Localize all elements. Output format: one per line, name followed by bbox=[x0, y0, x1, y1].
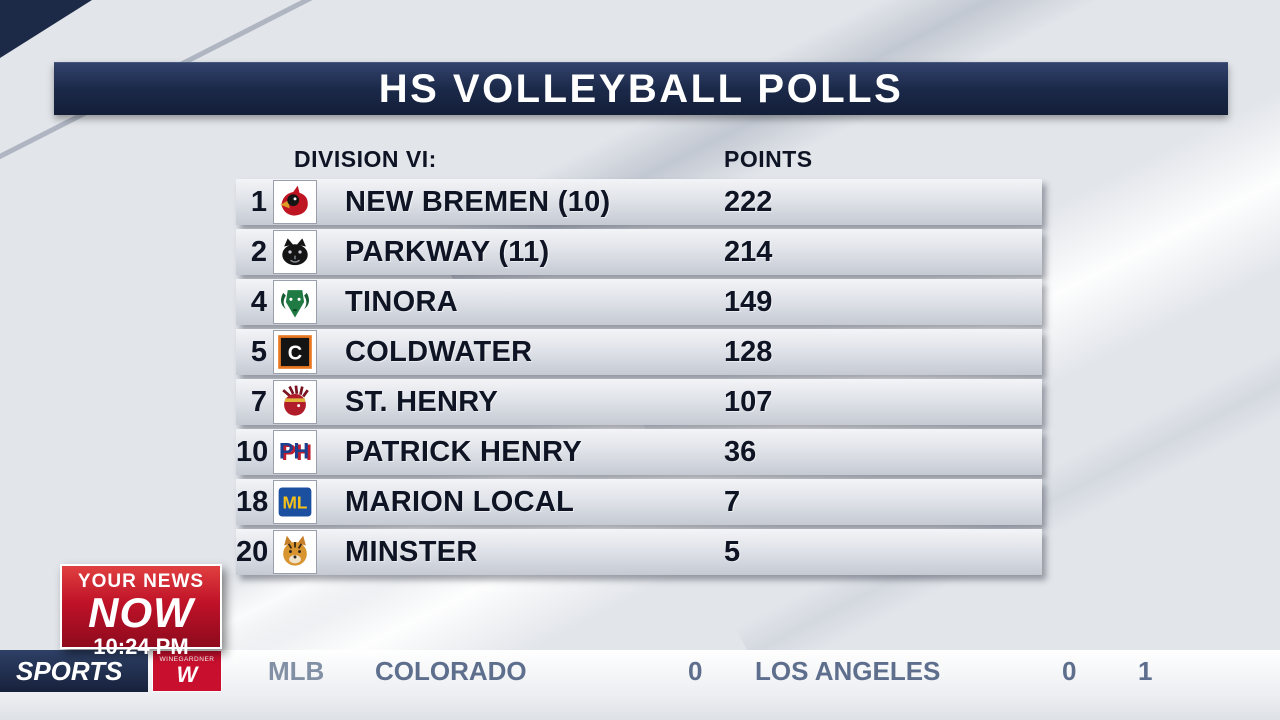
title-banner: HS VOLLEYBALL POLLS bbox=[54, 62, 1228, 115]
points-header: POINTS bbox=[724, 146, 813, 172]
points-value: 107 bbox=[724, 386, 773, 418]
cardinal-icon bbox=[273, 180, 317, 224]
ticker-league: MLB bbox=[268, 656, 325, 686]
team-name: NEW BREMEN (10) bbox=[345, 186, 611, 218]
points-value: 7 bbox=[724, 486, 741, 518]
table-row: 5 C COLDWATER 128 bbox=[236, 329, 1042, 375]
table-row: 7 ST. HENRY 107 bbox=[236, 379, 1042, 425]
page-title: HS VOLLEYBALL POLLS bbox=[378, 66, 904, 111]
rank-number: 2 bbox=[250, 236, 267, 268]
points-value: 128 bbox=[724, 336, 773, 368]
ticker-home-score: 0 bbox=[1062, 656, 1077, 686]
table-row: 20 MINSTER 5 bbox=[236, 529, 1042, 575]
poll-table: 1 NEW BREMEN (10) 222 2 bbox=[236, 179, 1042, 579]
ticker-inning: 1 bbox=[1138, 656, 1153, 686]
chief-icon bbox=[273, 380, 317, 424]
table-row: 2 PARKWAY (11) 214 bbox=[236, 229, 1042, 275]
rank-number: 18 bbox=[236, 486, 269, 518]
team-name: ST. HENRY bbox=[345, 386, 499, 418]
ticker-away-team: COLORADO bbox=[375, 656, 527, 686]
division-header: DIVISION VI: bbox=[294, 146, 437, 172]
table-row: 10 PH PH PATRICK HENRY 36 bbox=[236, 429, 1042, 475]
points-value: 214 bbox=[724, 236, 773, 268]
block-c-icon: C bbox=[273, 330, 317, 374]
w-monogram-icon: W bbox=[176, 661, 198, 687]
rank-number: 20 bbox=[236, 536, 269, 568]
ml-monogram-icon: ML bbox=[273, 480, 317, 524]
table-row: 1 NEW BREMEN (10) 222 bbox=[236, 179, 1042, 225]
ph-monogram-icon: PH PH bbox=[273, 430, 317, 474]
rank-number: 10 bbox=[236, 436, 269, 468]
bug-time: 10:24 PM bbox=[93, 633, 189, 659]
ram-icon bbox=[273, 280, 317, 324]
team-name: MINSTER bbox=[345, 536, 478, 568]
bug-now: NOW bbox=[88, 589, 194, 636]
panther-icon bbox=[273, 230, 317, 274]
team-name: PARKWAY (11) bbox=[345, 236, 550, 268]
rank-number: 7 bbox=[250, 386, 267, 418]
points-value: 149 bbox=[724, 286, 773, 318]
svg-text:C: C bbox=[288, 342, 302, 364]
ticker-away-score: 0 bbox=[688, 656, 703, 686]
bottom-strip bbox=[0, 692, 1280, 720]
team-name: PATRICK HENRY bbox=[345, 436, 582, 468]
team-name: TINORA bbox=[345, 286, 458, 318]
team-name: COLDWATER bbox=[345, 336, 533, 368]
wildcat-icon bbox=[273, 530, 317, 574]
points-value: 5 bbox=[724, 536, 741, 568]
points-value: 222 bbox=[724, 186, 773, 218]
station-bug: YOUR NEWS NOW 10:24 PM bbox=[60, 564, 222, 659]
sports-label: SPORTS bbox=[16, 656, 123, 686]
ticker-home-team: LOS ANGELES bbox=[755, 656, 941, 686]
corner-triangle bbox=[0, 0, 92, 58]
svg-text:PH: PH bbox=[279, 438, 309, 463]
rank-number: 4 bbox=[250, 286, 267, 318]
points-value: 36 bbox=[724, 436, 757, 468]
table-row: 18 ML MARION LOCAL 7 bbox=[236, 479, 1042, 525]
rank-number: 1 bbox=[250, 186, 267, 218]
table-row: 4 TINORA 149 bbox=[236, 279, 1042, 325]
rank-number: 5 bbox=[250, 336, 267, 368]
svg-text:ML: ML bbox=[283, 492, 308, 512]
team-name: MARION LOCAL bbox=[345, 486, 575, 518]
